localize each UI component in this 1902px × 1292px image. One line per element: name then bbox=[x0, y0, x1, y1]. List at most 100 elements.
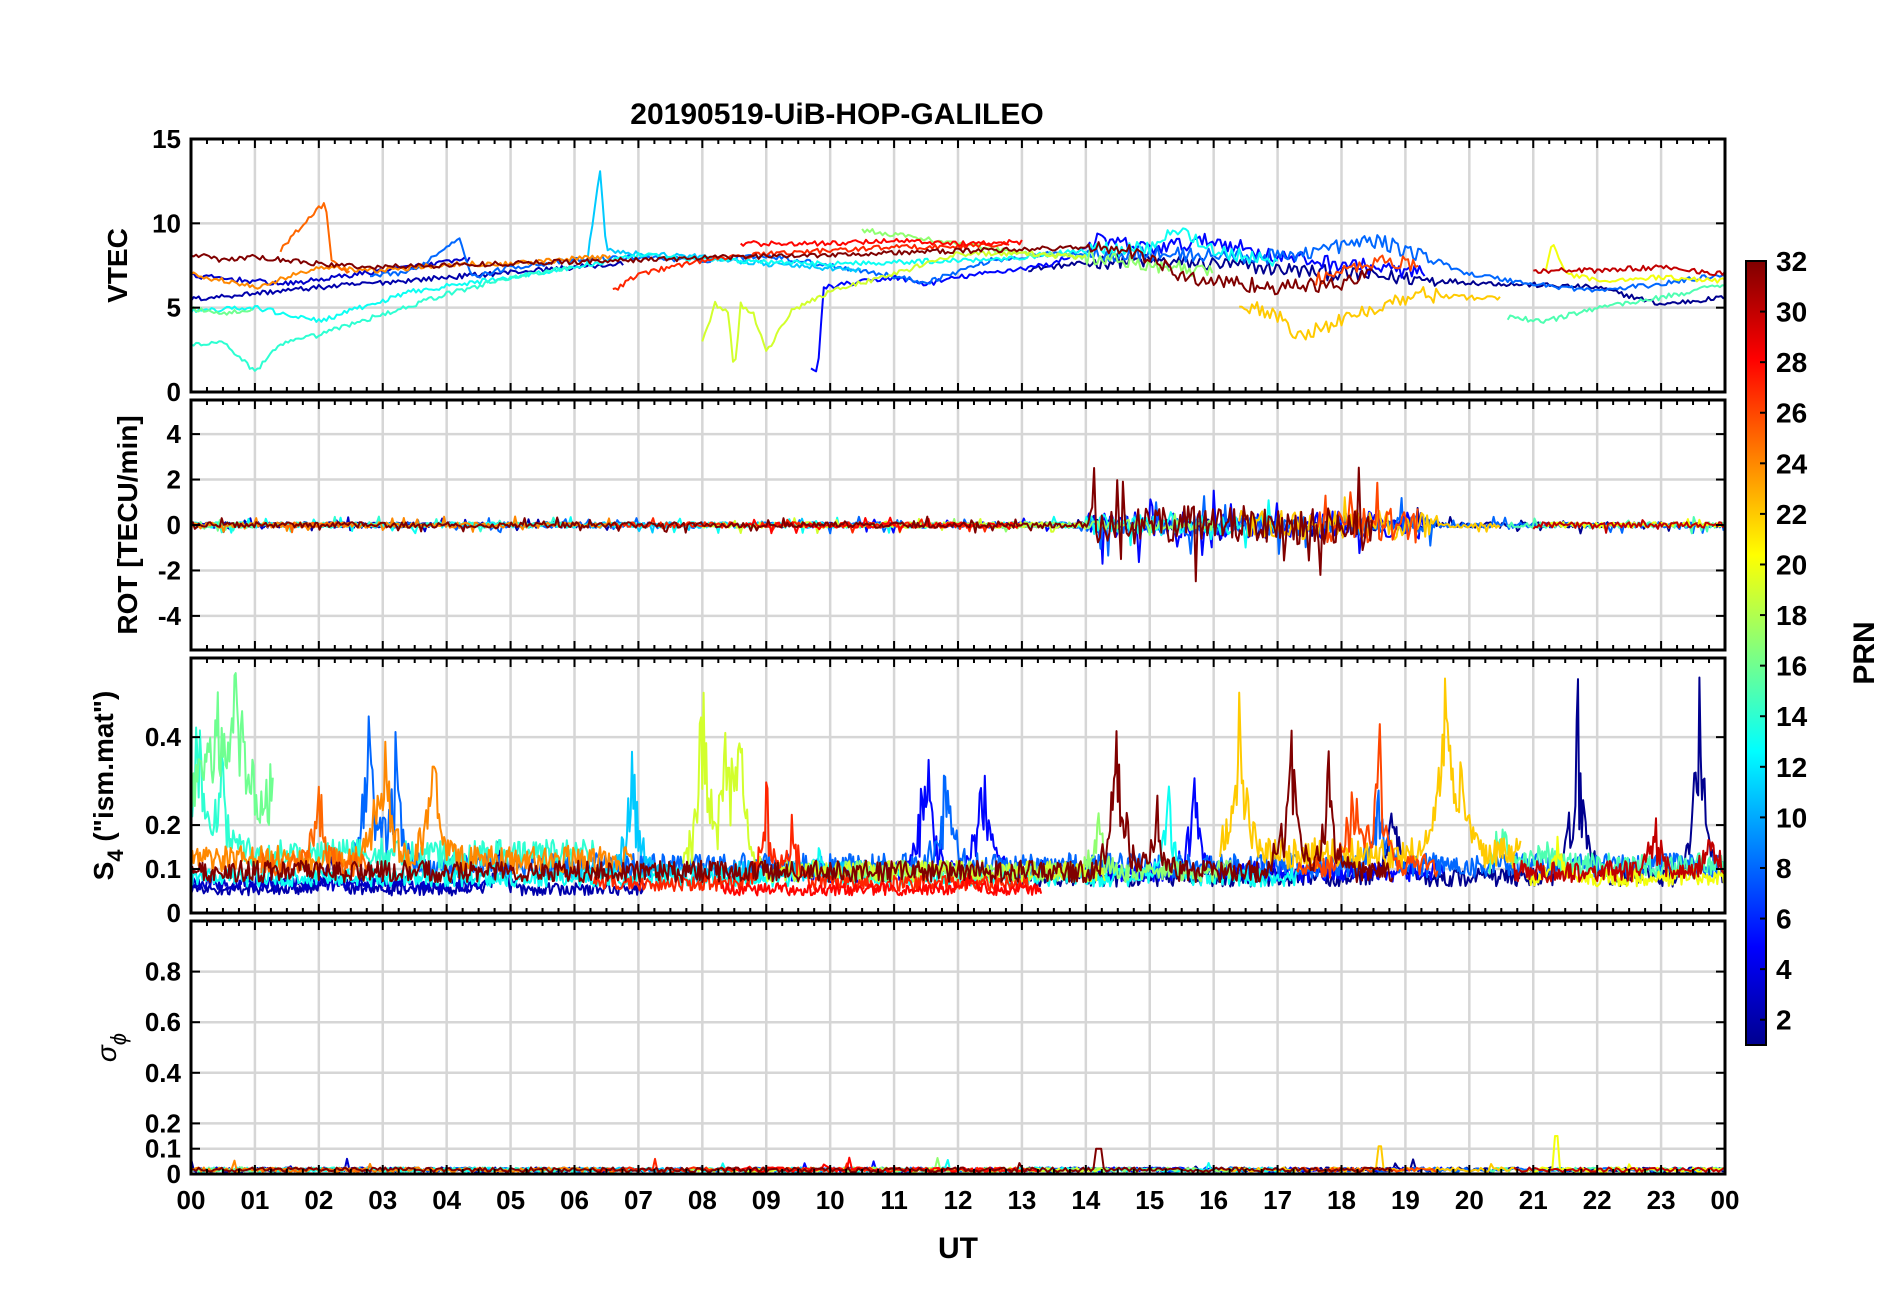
colorbar-tick-label: 20 bbox=[1776, 549, 1807, 580]
x-tick-label: 04 bbox=[432, 1185, 461, 1215]
panel-frame bbox=[189, 137, 1727, 394]
x-tick-label: 01 bbox=[240, 1185, 269, 1215]
series-line-prn-22 bbox=[1239, 286, 1501, 341]
series-line-prn-27 bbox=[612, 240, 1010, 291]
y-tick-label: 0.4 bbox=[145, 722, 182, 752]
panel-s4: 0 0.1 0.2 0.4 S4 ("ism.mat") bbox=[88, 656, 1727, 928]
series-line-prn-15 bbox=[1506, 284, 1725, 324]
colorbar-tick-label: 22 bbox=[1776, 499, 1807, 530]
colorbar-frame bbox=[1745, 260, 1767, 1046]
panel-rot: -4 -2 0 2 4 ROT [TECU/min] bbox=[112, 398, 1727, 652]
x-tick-label: 03 bbox=[368, 1185, 397, 1215]
series-line-prn-32 bbox=[191, 1147, 1394, 1173]
colorbar-tick-label: 10 bbox=[1776, 802, 1807, 833]
y-tick-label: 0.2 bbox=[145, 1108, 181, 1138]
x-tick-label: 17 bbox=[1263, 1185, 1292, 1215]
x-tick-label: 06 bbox=[560, 1185, 589, 1215]
series-line-prn-26 bbox=[1314, 254, 1419, 286]
series-line-prn-30 bbox=[1532, 519, 1725, 534]
x-tick-label: 18 bbox=[1327, 1185, 1356, 1215]
x-tick-label: 16 bbox=[1199, 1185, 1228, 1215]
y-tick-label: 0 bbox=[167, 1159, 181, 1189]
colorbar-tick-label: 18 bbox=[1776, 600, 1807, 631]
series-line-prn-32 bbox=[191, 241, 1373, 296]
colorbar-tick-label: 8 bbox=[1776, 853, 1792, 884]
colorbar-tick-label: 12 bbox=[1776, 752, 1807, 783]
series-line-prn-32 bbox=[191, 729, 1394, 884]
x-tick-label: 13 bbox=[1007, 1185, 1036, 1215]
x-axis-label: UT bbox=[938, 1232, 978, 1265]
series-line-prn-14 bbox=[191, 266, 573, 372]
colorbar-label: PRN bbox=[1848, 621, 1881, 684]
x-tick-label: 22 bbox=[1583, 1185, 1612, 1215]
series-line-prn-28 bbox=[740, 237, 1023, 248]
y-tick-label: 0 bbox=[167, 377, 181, 407]
panel-series bbox=[191, 672, 1725, 897]
y-axis-label: ROT [TECU/min] bbox=[112, 415, 143, 634]
y-tick-label: -2 bbox=[158, 555, 181, 585]
x-tick-label: 00 bbox=[177, 1185, 206, 1215]
x-tick-label: 23 bbox=[1647, 1185, 1676, 1215]
series-line-prn-26 bbox=[1295, 723, 1439, 879]
colorbar-tick-label: 2 bbox=[1776, 1005, 1792, 1036]
x-tick-label: 14 bbox=[1071, 1185, 1100, 1215]
colorbar-tick-label: 16 bbox=[1776, 651, 1807, 682]
x-tick-label: 21 bbox=[1519, 1185, 1548, 1215]
colorbar-tick-label: 4 bbox=[1776, 954, 1792, 985]
y-tick-label: 0.1 bbox=[145, 854, 181, 884]
x-tick-label: 11 bbox=[880, 1185, 908, 1215]
colorbar-tick-label: 14 bbox=[1776, 701, 1808, 732]
x-axis: 00 01 02 03 04 05 06 07 08 09 10 11 12 13 14 15 16 17 18 19… bbox=[177, 1185, 1740, 1215]
y-axis-label: σϕ bbox=[91, 1033, 131, 1062]
panel-series bbox=[191, 170, 1725, 373]
colorbar-tick-label: 28 bbox=[1776, 347, 1807, 378]
series-line-prn-32 bbox=[191, 466, 1374, 583]
series-line-prn-16 bbox=[191, 306, 253, 316]
y-tick-label: 0.6 bbox=[145, 1007, 181, 1037]
x-tick-label: 05 bbox=[496, 1185, 525, 1215]
series-line-prn-22 bbox=[1219, 677, 1522, 870]
panel-frame bbox=[189, 398, 1727, 652]
y-tick-label: 5 bbox=[167, 293, 181, 323]
series-line-prn-30 bbox=[1513, 817, 1725, 884]
x-tick-label: 08 bbox=[688, 1185, 717, 1215]
x-tick-label: 07 bbox=[624, 1185, 653, 1215]
panel-frame bbox=[189, 656, 1727, 915]
x-tick-label: 00 bbox=[1711, 1185, 1740, 1215]
y-axis-label: VTEC bbox=[102, 228, 133, 303]
x-tick-label: 10 bbox=[816, 1185, 845, 1215]
x-tick-label: 20 bbox=[1455, 1185, 1484, 1215]
y-axis-label: S4 ("ism.mat") bbox=[88, 691, 128, 881]
panel-frame bbox=[189, 919, 1727, 1176]
series-line-prn-19 bbox=[701, 250, 1087, 363]
y-tick-label: 2 bbox=[167, 465, 181, 495]
colorbar-tick-label: 24 bbox=[1776, 448, 1808, 479]
x-tick-label: 15 bbox=[1135, 1185, 1164, 1215]
colorbar-tick-label: 26 bbox=[1776, 398, 1807, 429]
x-tick-label: 09 bbox=[752, 1185, 781, 1215]
chart-title: 20190519-UiB-HOP-GALILEO bbox=[630, 98, 1043, 131]
colorbar-tick-label: 30 bbox=[1776, 297, 1807, 328]
y-tick-label: 0.1 bbox=[145, 1134, 181, 1164]
y-tick-label: 0 bbox=[167, 510, 181, 540]
panel-series bbox=[191, 466, 1725, 583]
colorbar-tick-label: 6 bbox=[1776, 904, 1792, 935]
y-tick-label: 0.2 bbox=[145, 810, 181, 840]
y-tick-label: 0.4 bbox=[145, 1058, 182, 1088]
y-tick-label: 0 bbox=[167, 898, 181, 928]
x-tick-label: 12 bbox=[944, 1185, 973, 1215]
x-tick-label: 02 bbox=[304, 1185, 333, 1215]
panel-sigma: 00.10.2 0.4 0.6 0.8 σϕ bbox=[91, 919, 1727, 1189]
colorbar-gradient bbox=[1746, 261, 1766, 1045]
colorbar-tick-label: 32 bbox=[1776, 246, 1807, 277]
y-tick-label: 0.8 bbox=[145, 957, 181, 987]
y-tick-label: 10 bbox=[152, 208, 181, 238]
panel-vtec: 0 5 10 15 VTEC bbox=[102, 124, 1727, 407]
panel-grid bbox=[189, 921, 1727, 1176]
series-line-prn-28 bbox=[720, 872, 1043, 897]
series-line-prn-2 bbox=[191, 260, 624, 302]
y-tick-label: 4 bbox=[167, 419, 182, 449]
y-tick-label: 15 bbox=[152, 124, 181, 154]
series-line-prn-30 bbox=[1533, 264, 1725, 277]
